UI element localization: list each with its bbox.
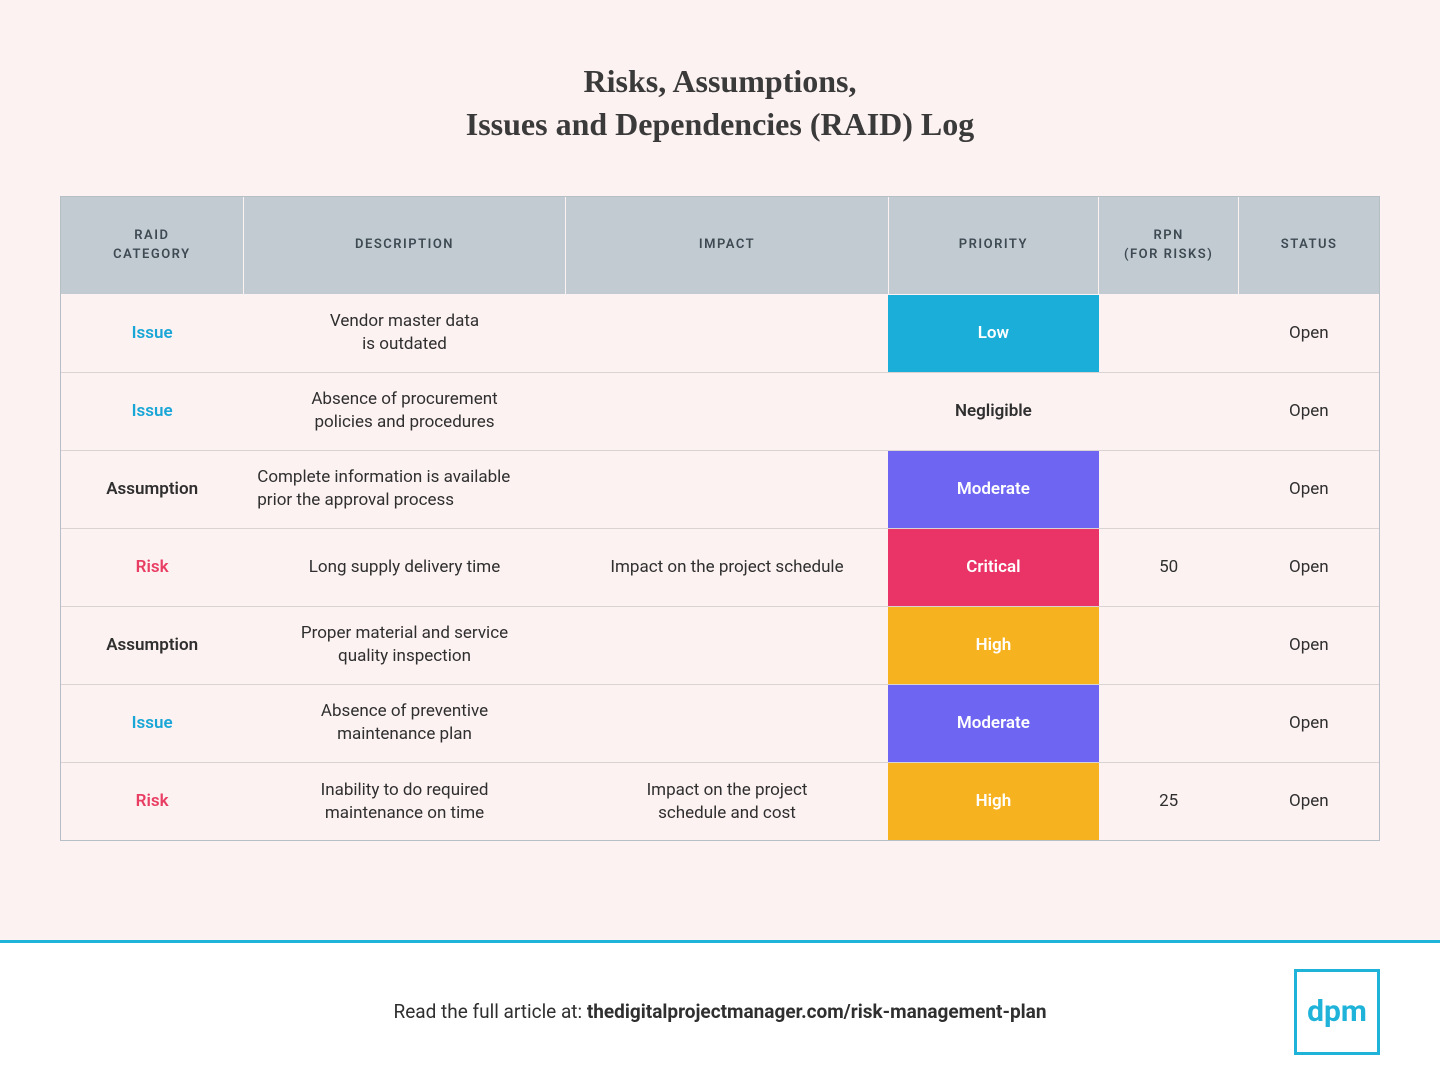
priority-badge: High	[888, 607, 1098, 684]
cell-description: Proper material and servicequality inspe…	[243, 606, 565, 684]
cell-rpn	[1099, 294, 1239, 372]
cell-impact	[566, 606, 888, 684]
cell-status: Open	[1239, 606, 1379, 684]
cell-category: Risk	[61, 528, 243, 606]
cell-rpn: 25	[1099, 762, 1239, 840]
cell-priority: High	[888, 762, 1098, 840]
table-header-row: RAIDCATEGORYDESCRIPTIONIMPACTPRIORITYRPN…	[61, 197, 1379, 294]
cell-status: Open	[1239, 294, 1379, 372]
cell-category: Issue	[61, 372, 243, 450]
cell-category: Assumption	[61, 450, 243, 528]
cell-description: Absence of procurementpolicies and proce…	[243, 372, 565, 450]
cell-status: Open	[1239, 372, 1379, 450]
cell-impact	[566, 372, 888, 450]
footer-prefix: Read the full article at:	[394, 1000, 587, 1023]
cell-priority: Negligible	[888, 372, 1098, 450]
table-row: RiskLong supply delivery timeImpact on t…	[61, 528, 1379, 606]
table-column-header: DESCRIPTION	[243, 197, 565, 294]
page-title: Risks, Assumptions, Issues and Dependenc…	[60, 60, 1380, 146]
cell-impact: Impact on the projectschedule and cost	[566, 762, 888, 840]
cell-category: Issue	[61, 684, 243, 762]
cell-rpn: 50	[1099, 528, 1239, 606]
raid-table-container: RAIDCATEGORYDESCRIPTIONIMPACTPRIORITYRPN…	[60, 196, 1380, 841]
cell-status: Open	[1239, 528, 1379, 606]
footer: Read the full article at: thedigitalproj…	[0, 940, 1440, 1080]
cell-impact: Impact on the project schedule	[566, 528, 888, 606]
table-row: IssueVendor master datais outdated Low Ope…	[61, 294, 1379, 372]
cell-category: Issue	[61, 294, 243, 372]
cell-status: Open	[1239, 450, 1379, 528]
cell-rpn	[1099, 372, 1239, 450]
cell-status: Open	[1239, 684, 1379, 762]
cell-rpn	[1099, 606, 1239, 684]
cell-impact	[566, 684, 888, 762]
table-row: AssumptionProper material and servicequa…	[61, 606, 1379, 684]
cell-impact	[566, 450, 888, 528]
logo-text: dpm	[1307, 994, 1367, 1029]
priority-badge: High	[888, 763, 1098, 841]
cell-description: Inability to do requiredmaintenance on t…	[243, 762, 565, 840]
table-column-header: STATUS	[1239, 197, 1379, 294]
raid-table: RAIDCATEGORYDESCRIPTIONIMPACTPRIORITYRPN…	[61, 197, 1379, 840]
cell-category: Risk	[61, 762, 243, 840]
footer-text: Read the full article at: thedigitalproj…	[394, 1000, 1047, 1023]
cell-priority: Low	[888, 294, 1098, 372]
priority-badge: Moderate	[888, 451, 1098, 528]
priority-badge: Critical	[888, 529, 1098, 606]
title-line-1: Risks, Assumptions,	[584, 63, 857, 99]
title-line-2: Issues and Dependencies (RAID) Log	[466, 106, 975, 142]
table-row: RiskInability to do requiredmaintenance …	[61, 762, 1379, 840]
footer-link: thedigitalprojectmanager.com/risk-manage…	[587, 1000, 1047, 1023]
cell-description: Complete information is availableprior t…	[243, 450, 565, 528]
table-row: IssueAbsence of preventivemaintenance pl…	[61, 684, 1379, 762]
table-column-header: IMPACT	[566, 197, 888, 294]
cell-status: Open	[1239, 762, 1379, 840]
cell-rpn	[1099, 450, 1239, 528]
table-column-header: PRIORITY	[888, 197, 1098, 294]
cell-impact	[566, 294, 888, 372]
cell-category: Assumption	[61, 606, 243, 684]
table-column-header: RPN(FOR RISKS)	[1099, 197, 1239, 294]
cell-priority: Critical	[888, 528, 1098, 606]
cell-description: Vendor master datais outdated	[243, 294, 565, 372]
dpm-logo: dpm	[1294, 969, 1380, 1055]
table-row: AssumptionComplete information is availa…	[61, 450, 1379, 528]
priority-badge: Low	[888, 295, 1098, 372]
cell-priority: High	[888, 606, 1098, 684]
cell-priority: Moderate	[888, 450, 1098, 528]
table-column-header: RAIDCATEGORY	[61, 197, 243, 294]
cell-description: Absence of preventivemaintenance plan	[243, 684, 565, 762]
table-row: IssueAbsence of procurementpolicies and …	[61, 372, 1379, 450]
cell-rpn	[1099, 684, 1239, 762]
cell-description: Long supply delivery time	[243, 528, 565, 606]
cell-priority: Moderate	[888, 684, 1098, 762]
priority-badge: Moderate	[888, 685, 1098, 762]
